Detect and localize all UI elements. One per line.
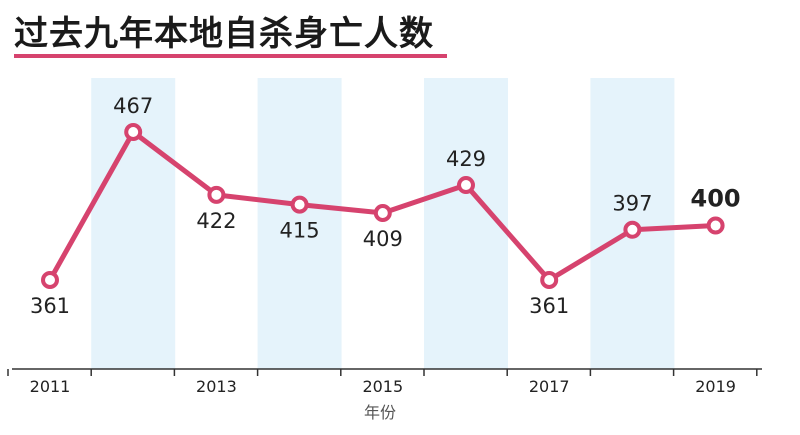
data-point xyxy=(706,216,725,235)
data-point xyxy=(623,220,642,239)
data-label: 467 xyxy=(113,94,153,118)
shaded-band xyxy=(424,78,508,369)
shaded-band xyxy=(257,78,342,369)
data-label: 422 xyxy=(196,209,236,233)
chart-title: 过去九年本地自杀身亡人数 xyxy=(14,14,434,54)
shaded-band xyxy=(91,78,176,369)
data-label: 415 xyxy=(280,219,320,243)
data-label: 409 xyxy=(363,227,403,251)
data-label: 361 xyxy=(30,294,70,318)
data-point xyxy=(373,203,392,222)
x-tick-label: 2011 xyxy=(30,377,71,396)
x-tick-label: 2019 xyxy=(695,377,736,396)
data-point xyxy=(457,176,475,195)
data-point xyxy=(41,271,59,289)
data-label: 400 xyxy=(691,185,741,213)
x-tick-label: 2015 xyxy=(362,377,403,396)
data-label: 429 xyxy=(446,147,486,171)
data-label: 361 xyxy=(529,294,569,318)
data-label: 397 xyxy=(612,192,652,216)
data-point xyxy=(290,195,309,214)
data-point xyxy=(540,271,559,289)
x-axis-title: 年份 xyxy=(364,403,396,422)
data-point xyxy=(207,185,226,204)
x-tick-label: 2013 xyxy=(196,377,237,396)
x-tick-label: 2017 xyxy=(529,377,570,396)
data-point xyxy=(124,123,143,141)
